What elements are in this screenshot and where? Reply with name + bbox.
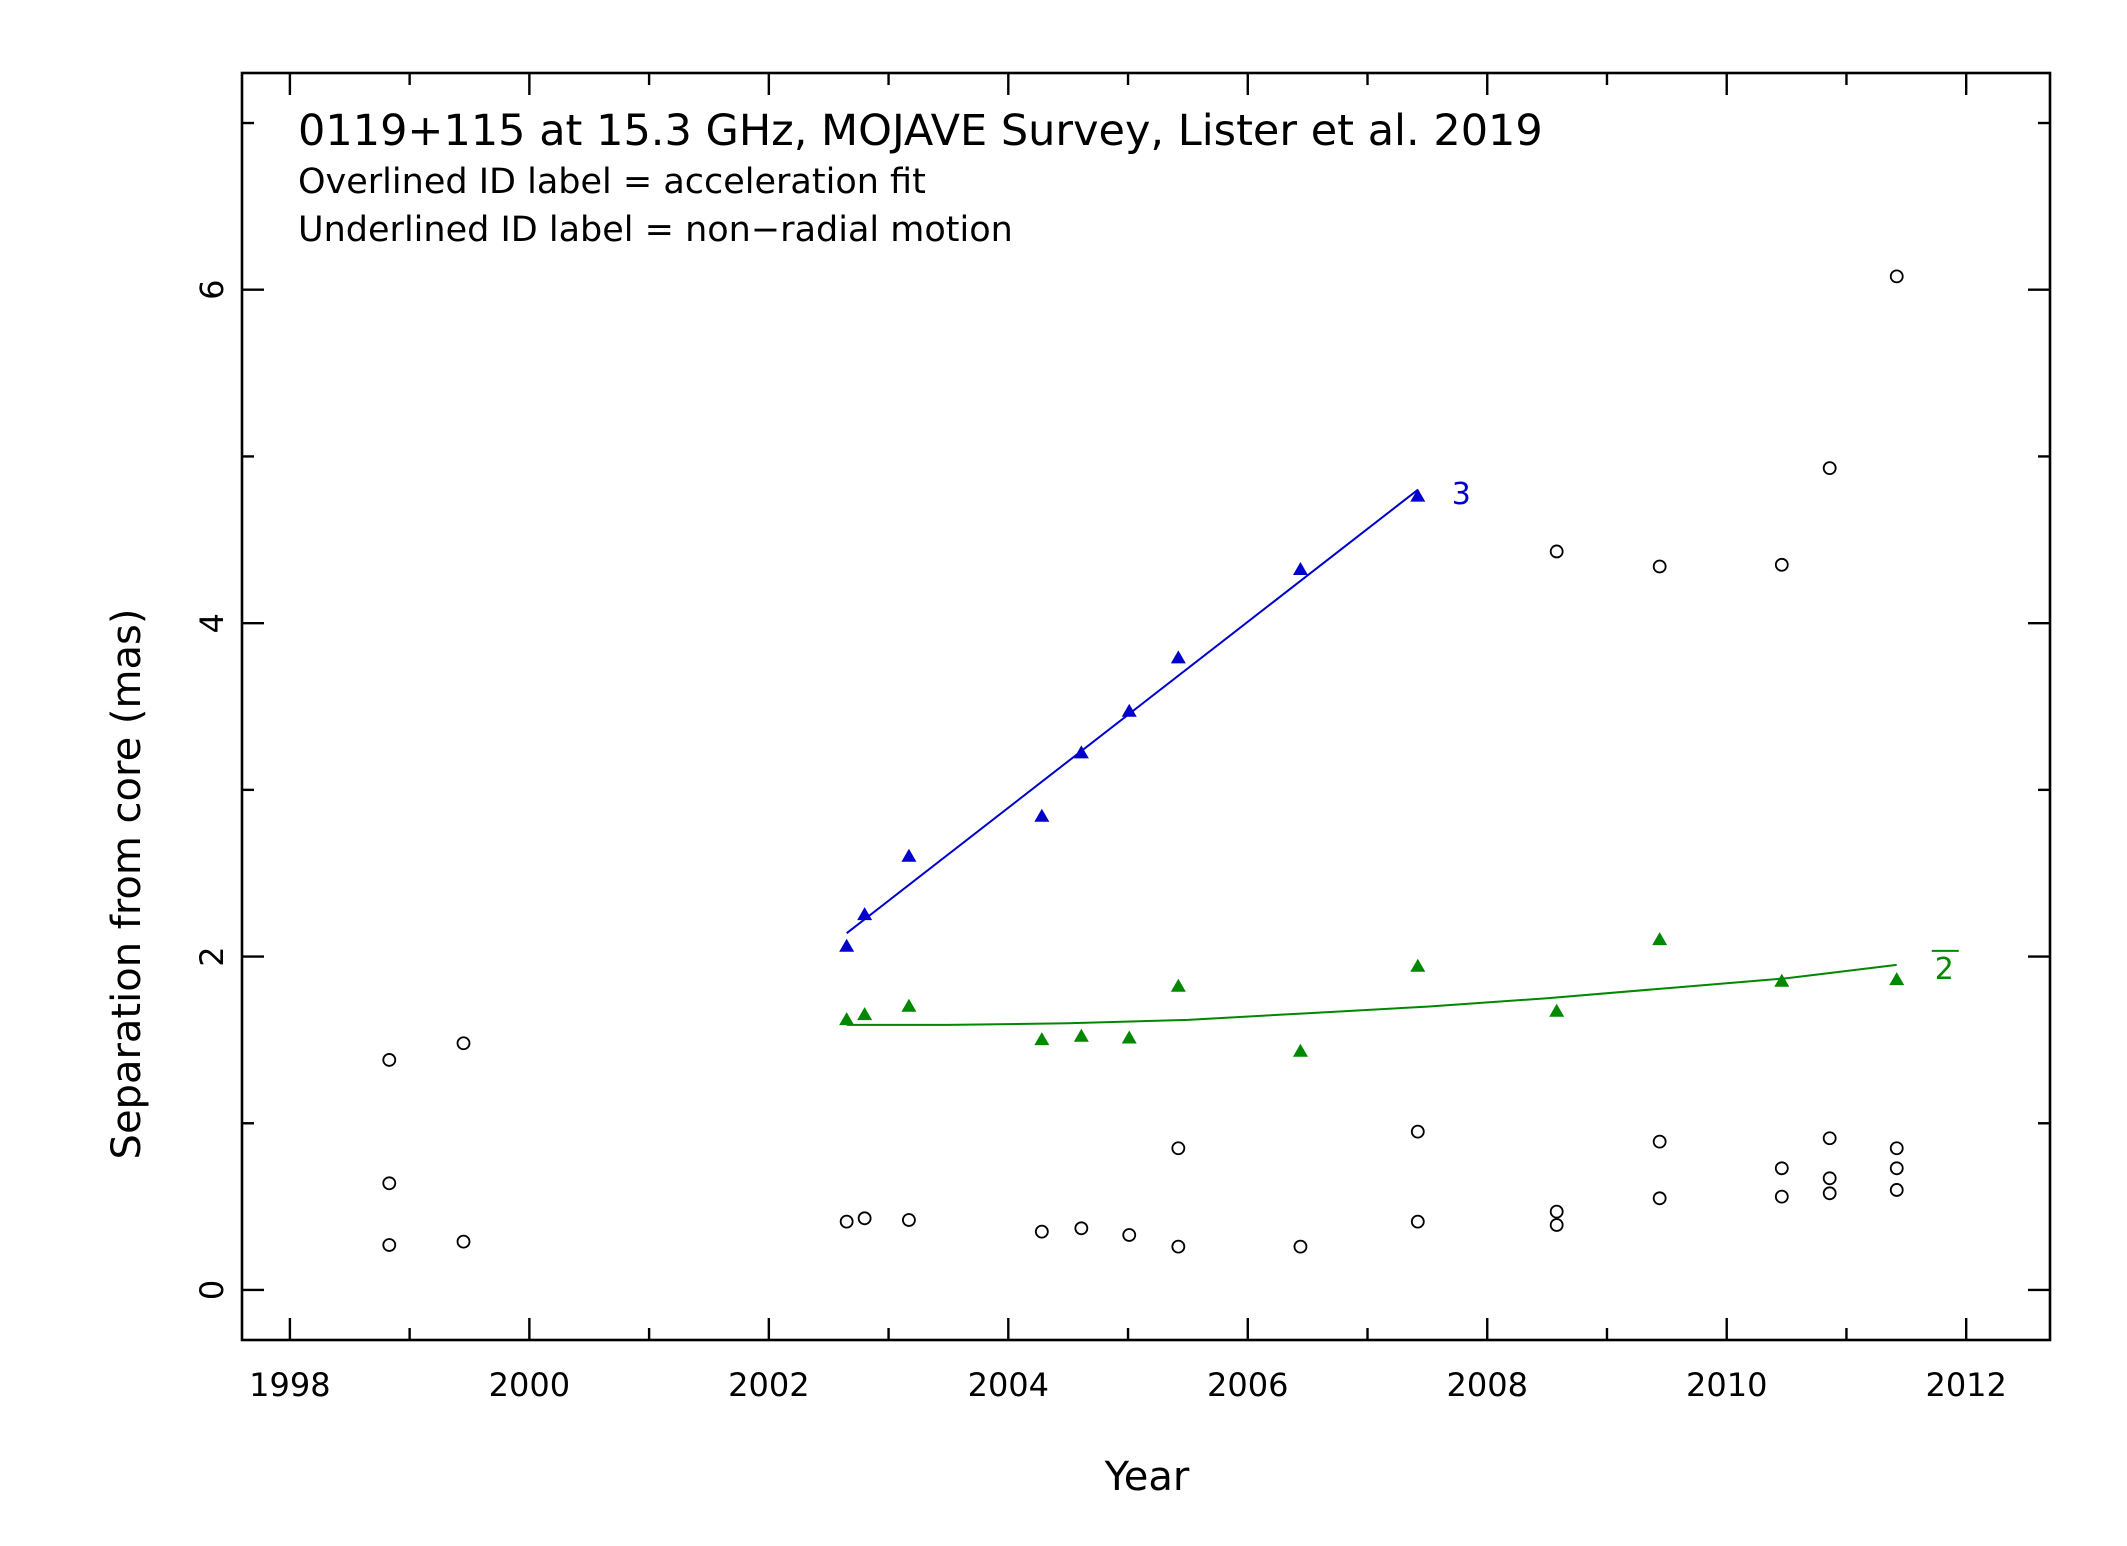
y-tick-label: 0 <box>193 1280 231 1300</box>
data-point-other <box>1774 1161 1789 1176</box>
data-point-2 <box>901 998 917 1012</box>
data-point-3 <box>839 938 855 952</box>
data-point-2 <box>839 1012 855 1026</box>
x-tick-label: 2008 <box>1447 1366 1528 1404</box>
y-tick-labels: 0 2 4 6 <box>193 280 231 1301</box>
y-tick-label: 6 <box>193 280 231 300</box>
data-point-other <box>382 1238 397 1252</box>
data-point-3 <box>1121 703 1137 717</box>
data-point-2 <box>1034 1032 1050 1046</box>
data-point-other <box>1549 1204 1564 1219</box>
data-point-2 <box>1292 1043 1308 1057</box>
data-point-other <box>1410 1214 1425 1229</box>
x-tick-label: 2002 <box>728 1366 809 1404</box>
data-point-2 <box>1410 958 1426 972</box>
data-point-other <box>456 1234 471 1249</box>
data-point-3 <box>1170 650 1186 664</box>
data-point-other <box>1034 1224 1049 1239</box>
data-point-other <box>1652 1191 1667 1206</box>
fit-line-2 <box>846 963 1897 1026</box>
data-point-2 <box>1652 932 1668 946</box>
data-point-other <box>1171 1141 1186 1156</box>
data-point-other <box>1652 1134 1667 1149</box>
data-point-3 <box>1073 745 1089 759</box>
data-point-3 <box>1410 488 1426 502</box>
data-point-3 <box>1034 808 1050 822</box>
data-point-3 <box>1292 561 1308 575</box>
data-point-2 <box>1889 972 1905 986</box>
y-tick-label: 2 <box>193 946 231 966</box>
data-point-2 <box>1170 978 1186 992</box>
data-point-other <box>456 1036 471 1051</box>
plot-frame <box>240 71 2052 1342</box>
series-label-2: 2 <box>1935 952 1954 987</box>
x-tick-label: 2006 <box>1207 1366 1288 1404</box>
series-labels: 32 <box>1452 477 1959 987</box>
data-point-other <box>1293 1239 1308 1254</box>
x-tick-label: 2000 <box>489 1366 570 1404</box>
data-point-2 <box>1774 973 1790 987</box>
x-tick-label: 2010 <box>1686 1366 1767 1404</box>
chart-title: 0119+115 at 15.3 GHz, MOJAVE Survey, Lis… <box>298 106 1543 156</box>
chart-note-1: Overlined ID label = acceleration fit <box>298 162 926 202</box>
data-point-other <box>1549 544 1564 559</box>
data-point-other <box>839 1214 854 1229</box>
chart-note-2: Underlined ID label = non−radial motion <box>298 210 1013 250</box>
data-point-2 <box>1121 1030 1137 1044</box>
data-point-other <box>1889 1183 1904 1197</box>
x-tick-label: 2004 <box>968 1366 1049 1404</box>
y-axis-label: Separation from core (mas) <box>104 609 150 1160</box>
data-point-other <box>1549 1218 1564 1232</box>
data-point-other <box>1122 1228 1137 1242</box>
data-point-other <box>1774 557 1789 572</box>
data-point-other <box>1822 1171 1837 1186</box>
data-point-other <box>857 1211 872 1226</box>
data-point-other <box>382 1176 397 1191</box>
data-point-3 <box>901 848 917 862</box>
x-axis-label: Year <box>1104 1454 1190 1500</box>
data-point-other <box>382 1053 397 1067</box>
data-point-3 <box>857 907 873 921</box>
series-label-3: 3 <box>1452 477 1471 512</box>
data-point-other <box>1822 461 1837 476</box>
axis-ticks <box>242 73 2050 1340</box>
data-point-other <box>1774 1189 1789 1204</box>
x-tick-label: 1998 <box>249 1366 330 1404</box>
fit-lines <box>846 489 1897 1026</box>
data-point-other <box>1652 559 1667 574</box>
data-point-other <box>1822 1131 1837 1146</box>
data-point-other <box>902 1213 916 1227</box>
data-point-other <box>1889 1161 1904 1176</box>
data-point-2 <box>1549 1003 1565 1017</box>
data-point-other <box>1889 269 1904 284</box>
data-point-other <box>1822 1186 1837 1201</box>
data-points <box>382 269 1905 1254</box>
data-point-other <box>1074 1221 1089 1236</box>
data-point-other <box>1410 1124 1425 1139</box>
data-point-other <box>1171 1239 1186 1254</box>
x-tick-labels: 1998 2000 2002 2004 2006 2008 2010 2012 <box>249 1366 2007 1404</box>
x-tick-label: 2012 <box>1925 1366 2006 1404</box>
data-point-2 <box>1073 1028 1089 1042</box>
y-tick-label: 4 <box>193 613 231 633</box>
data-point-other <box>1889 1141 1904 1156</box>
data-point-2 <box>857 1007 873 1021</box>
